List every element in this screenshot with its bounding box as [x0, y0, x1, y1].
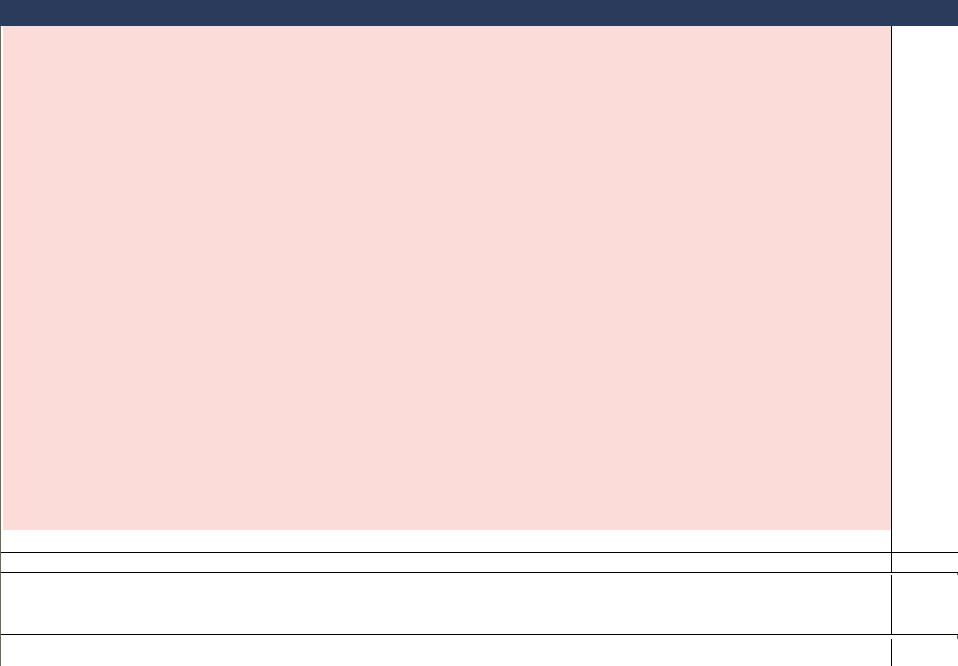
volume-plot-area[interactable] [3, 575, 891, 634]
price-plot-background [3, 26, 891, 530]
price-panel[interactable] [1, 26, 958, 530]
safety-axis[interactable] [891, 639, 957, 666]
date-axis-1 [1, 552, 958, 573]
signal-ribbon-panel [1, 530, 958, 552]
volume-axis[interactable] [891, 575, 957, 634]
volume-panel[interactable] [1, 575, 958, 635]
safety-panel[interactable] [1, 639, 958, 666]
price-axis[interactable] [891, 26, 957, 530]
date-axis-1-right [891, 553, 957, 572]
ribbon-plot-area [3, 530, 891, 552]
price-plot-area[interactable] [3, 26, 891, 530]
ribbon-axis [891, 530, 957, 552]
tab-bar [0, 0, 958, 26]
safety-plot-area[interactable] [3, 639, 891, 666]
chart-frame [0, 26, 958, 666]
date-axis-1-area [3, 553, 891, 572]
